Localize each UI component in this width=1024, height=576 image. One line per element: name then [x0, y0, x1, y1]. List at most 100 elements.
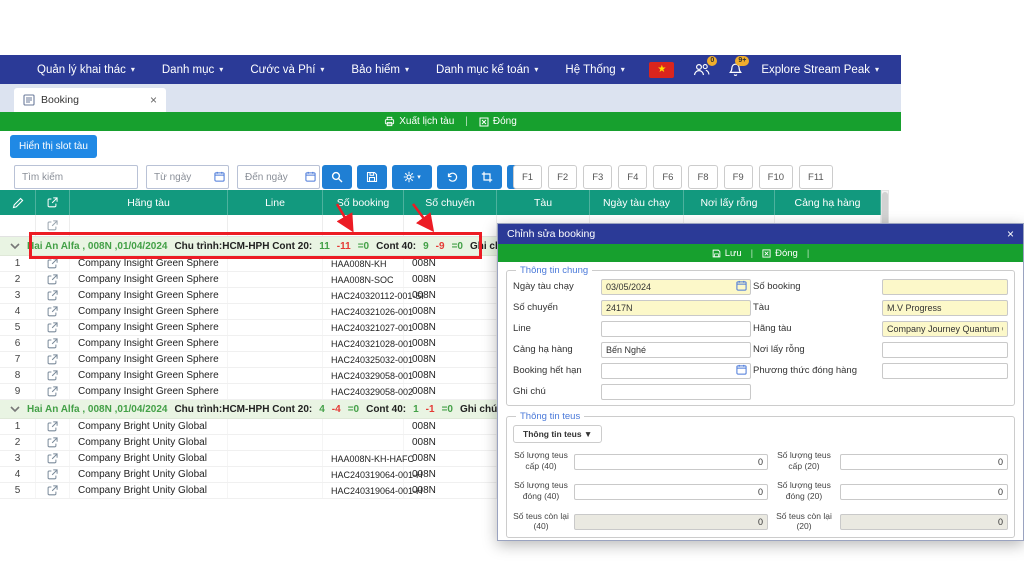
so-luong-teus-cap-40-input[interactable]: [574, 454, 768, 470]
modal-title-bar[interactable]: Chỉnh sửa booking ×: [498, 224, 1023, 244]
group-summary-part: Cont 40:: [366, 404, 406, 415]
column-header-3[interactable]: Số booking: [323, 190, 404, 215]
tab-close-icon[interactable]: ×: [150, 93, 157, 107]
row-number: 1: [0, 256, 36, 271]
column-header-5[interactable]: Tàu: [497, 190, 590, 215]
open-row-icon[interactable]: [36, 384, 70, 399]
column-header-4[interactable]: Số chuyến: [404, 190, 497, 215]
phuong-thuc-dong-hang-input[interactable]: [882, 363, 1008, 379]
from-date-input[interactable]: [146, 165, 229, 189]
ngay-tau-chay-input[interactable]: [601, 279, 751, 295]
gear-icon: [403, 171, 415, 183]
fkey-f9[interactable]: F9: [724, 165, 753, 189]
open-row-icon[interactable]: [36, 215, 70, 236]
fkey-f6[interactable]: F6: [653, 165, 682, 189]
chevron-down-icon[interactable]: [10, 406, 20, 413]
modal-close-icon[interactable]: ×: [1007, 227, 1014, 241]
open-row-icon[interactable]: [36, 483, 70, 498]
column-header-2[interactable]: Line: [228, 190, 323, 215]
to-date-field[interactable]: [237, 165, 320, 189]
so-chuyen-input[interactable]: [601, 300, 751, 316]
show-slot-button[interactable]: Hiển thị slot tàu: [10, 135, 97, 158]
nav-item-1[interactable]: Quản lý khai thác▾: [37, 64, 135, 76]
teus-info-legend: Thông tin teus: [516, 411, 584, 422]
search-button[interactable]: [322, 165, 352, 189]
column-header-8[interactable]: Cảng hạ hàng: [775, 190, 881, 215]
save-button[interactable]: [357, 165, 387, 189]
cell-voyage: 008N: [404, 419, 497, 434]
open-row-icon[interactable]: [36, 272, 70, 287]
open-row-icon[interactable]: [36, 352, 70, 367]
open-row-icon[interactable]: [36, 451, 70, 466]
crop-button[interactable]: [472, 165, 502, 189]
fkey-f8[interactable]: F8: [688, 165, 717, 189]
tab-bar: Booking ×: [0, 84, 901, 112]
users-badge: 0: [707, 56, 717, 66]
settings-dropdown-button[interactable]: ▾: [392, 165, 432, 189]
noi-lay-rong-input[interactable]: [882, 342, 1008, 358]
users-icon[interactable]: 0: [693, 63, 710, 76]
cell-voyage: 008N: [404, 368, 497, 383]
column-header-7[interactable]: Nơi lấy rỗng: [684, 190, 775, 215]
modal-close-button[interactable]: Đóng: [762, 248, 798, 259]
open-row-icon[interactable]: [36, 435, 70, 450]
close-page-button[interactable]: Đóng: [479, 116, 517, 127]
so-booking-label: Số booking: [753, 281, 880, 292]
user-menu[interactable]: Explore Stream Peak ▾: [761, 64, 879, 76]
teus-tab[interactable]: Thông tin teus ▼: [513, 425, 602, 443]
undo-button[interactable]: [437, 165, 467, 189]
vietnam-flag-icon[interactable]: ★: [649, 62, 674, 78]
page-toolbar: Xuất lịch tàu | Đóng: [0, 112, 901, 131]
fkey-f10[interactable]: F10: [759, 165, 793, 189]
so-luong-teus-cap-20-input[interactable]: [840, 454, 1008, 470]
export-schedule-button[interactable]: Xuất lịch tàu: [384, 116, 454, 127]
cell-booking-number: HAC240329058-001: [323, 368, 404, 383]
to-date-input[interactable]: [237, 165, 320, 189]
nav-item-6[interactable]: Hệ Thống▾: [565, 64, 624, 76]
close-page-label: Đóng: [493, 116, 517, 127]
fkey-f3[interactable]: F3: [583, 165, 612, 189]
column-header-1[interactable]: Hãng tàu: [70, 190, 228, 215]
cell-voyage: 008N: [404, 288, 497, 303]
nav-item-5[interactable]: Danh mục kế toán▾: [436, 64, 538, 76]
open-row-icon[interactable]: [36, 336, 70, 351]
chevron-down-icon[interactable]: [10, 243, 20, 250]
fkey-f4[interactable]: F4: [618, 165, 647, 189]
ghi-chu-input[interactable]: [601, 384, 751, 400]
cell-voyage: 008N: [404, 256, 497, 271]
save-icon: [712, 249, 721, 258]
search-input[interactable]: [14, 165, 138, 189]
cell-line: [228, 288, 323, 303]
open-row-icon[interactable]: [36, 288, 70, 303]
so-booking-input[interactable]: [882, 279, 1008, 295]
tab-booking[interactable]: Booking ×: [14, 88, 166, 112]
fkey-f11[interactable]: F11: [799, 165, 833, 189]
open-row-icon[interactable]: [36, 320, 70, 335]
edit-column-header[interactable]: [0, 190, 36, 215]
open-row-icon[interactable]: [36, 368, 70, 383]
open-row-icon[interactable]: [36, 256, 70, 271]
nav-item-3[interactable]: Cước và Phí▾: [250, 64, 324, 76]
tau-input[interactable]: [882, 300, 1008, 316]
so-luong-teus-dong-20-input[interactable]: [840, 484, 1008, 500]
from-date-field[interactable]: [146, 165, 229, 189]
open-row-icon[interactable]: [36, 467, 70, 482]
open-row-icon[interactable]: [36, 304, 70, 319]
open-column-header[interactable]: [36, 190, 70, 215]
notifications-bell-icon[interactable]: 9+: [729, 63, 742, 77]
fkey-f2[interactable]: F2: [548, 165, 577, 189]
booking-het-han-input[interactable]: [601, 363, 751, 379]
so-luong-teus-dong-40-input[interactable]: [574, 484, 768, 500]
column-header-6[interactable]: Ngày tàu chạy: [590, 190, 684, 215]
fkey-f1[interactable]: F1: [513, 165, 542, 189]
printer-icon: [384, 116, 395, 127]
nav-item-4[interactable]: Bảo hiểm▾: [351, 64, 409, 76]
cang-ha-hang-input[interactable]: [601, 342, 751, 358]
line-input[interactable]: [601, 321, 751, 337]
open-row-icon[interactable]: [36, 419, 70, 434]
cell-voyage: 008N: [404, 435, 497, 450]
nav-item-2[interactable]: Danh mục▾: [162, 64, 223, 76]
hang-tau-input[interactable]: [882, 321, 1008, 337]
cell-carrier: Company Insight Green Sphere: [70, 256, 228, 271]
modal-save-button[interactable]: Lưu: [712, 248, 742, 259]
